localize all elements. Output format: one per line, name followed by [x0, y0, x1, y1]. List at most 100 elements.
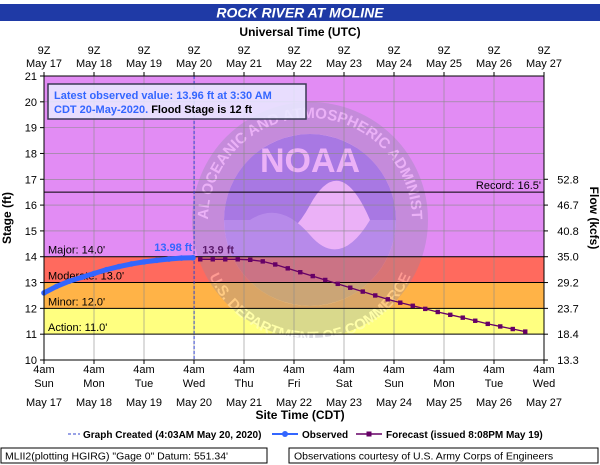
utc-tick-hour: 9Z [188, 45, 201, 57]
observed-point [78, 274, 85, 281]
site-tick-time: 4am [483, 364, 504, 376]
observed-point [53, 283, 60, 290]
forecast-point [385, 297, 390, 302]
observed-point [66, 278, 72, 285]
site-tick-date: May 21 [226, 397, 262, 409]
stage-tick-label: 11 [26, 329, 37, 341]
forecast-point [285, 266, 290, 271]
utc-tick-date: May 25 [426, 58, 462, 70]
threshold-label: Action: 11.0' [48, 322, 107, 334]
stage-tick-label: 13 [25, 278, 37, 290]
forecast-point [523, 329, 528, 334]
forecast-point [510, 326, 515, 332]
utc-tick-hour: 9Z [238, 45, 251, 57]
forecast-point [273, 262, 278, 267]
site-tick-day: Tue [485, 378, 504, 390]
latest-value-line2: CDT 20-May-2020. Flood Stage is 12 ft [54, 104, 252, 116]
chart-title: ROCK RIVER AT MOLINE [216, 5, 384, 21]
forecast-point [310, 273, 315, 279]
site-tick-time: 4am [133, 364, 154, 376]
observed-point [116, 263, 122, 270]
title-banner [0, 4, 600, 21]
observed-point [128, 261, 135, 267]
utc-tick-date: May 23 [326, 58, 362, 70]
point-labels: 13.98 ft 13.9 ft [154, 242, 234, 256]
utc-tick-hour: 9Z [288, 45, 301, 57]
forecast-point [448, 312, 453, 318]
site-tick-day: Thu [235, 378, 254, 390]
site-tick-time: 4am [433, 364, 454, 376]
site-tick-date: May 18 [76, 397, 112, 409]
stage-tick-label: 20 [25, 97, 37, 109]
stage-tick-label: 10 [25, 355, 37, 367]
utc-tick-hour: 9Z [338, 45, 351, 57]
observed-point [91, 270, 97, 277]
site-tick-date: May 27 [526, 397, 562, 409]
forecast-point [398, 300, 403, 305]
footer-credit-box [288, 447, 599, 464]
legend-forecast-marker [366, 431, 372, 437]
forecast-point [435, 309, 440, 315]
utc-tick-hour: 9Z [138, 45, 151, 57]
site-time-axis-title: Site Time (CDT) [255, 408, 344, 422]
site-tick-day: Mon [83, 378, 104, 390]
utc-tick-date: May 22 [276, 58, 312, 70]
stage-tick-label: 21 [25, 71, 37, 83]
stage-tick-label: 12 [25, 303, 37, 315]
site-tick-date: May 19 [126, 397, 162, 409]
site-tick-time: 4am [83, 364, 104, 376]
forecast-point [248, 257, 253, 263]
observed-point [103, 266, 110, 273]
forecast-point [373, 293, 378, 298]
site-tick-date: May 17 [26, 397, 62, 409]
threshold-label: Major: 14.0' [48, 245, 105, 257]
watermark-logo-text: NOAA [260, 142, 360, 180]
site-time-tick-labels: 4am Sun May 17 4am Mon May 18 4am Tue May 19 4am W… [26, 360, 562, 409]
utc-tick-hour: 9Z [388, 45, 401, 57]
site-tick-date: May 25 [426, 397, 462, 409]
site-tick-time: 4am [333, 364, 354, 376]
flow-tick-label: 35.0 [557, 252, 578, 264]
watermark-outer-ring [192, 102, 428, 338]
utc-tick-hour: 9Z [88, 45, 101, 57]
site-tick-time: 4am [533, 364, 554, 376]
utc-tick-date: May 17 [26, 58, 62, 70]
site-tick-time: 4am [33, 364, 54, 376]
footer-datum-box [0, 447, 268, 464]
flow-axis-title: Flow (kcfs) [587, 187, 600, 250]
forecast-point [335, 281, 340, 287]
utc-tick-hour: 9Z [438, 45, 451, 57]
stage-tick-label: 19 [25, 123, 37, 135]
site-tick-day: Sun [384, 378, 404, 390]
flow-tick-label: 23.7 [557, 303, 578, 315]
site-tick-day: Sun [34, 378, 54, 390]
site-tick-date: May 24 [376, 397, 412, 409]
utc-tick-hour: 9Z [38, 45, 51, 57]
forecast-point [223, 257, 228, 262]
site-tick-time: 4am [183, 364, 204, 376]
observed-point [190, 254, 196, 261]
utc-tick-date: May 26 [476, 58, 512, 70]
flow-tick-label: 46.7 [557, 200, 578, 212]
site-tick-day: Wed [533, 378, 555, 390]
forecast-series [198, 257, 528, 334]
observed-point [153, 257, 160, 264]
flow-tick-label: 18.4 [557, 329, 578, 341]
utc-tick-date: May 21 [226, 58, 262, 70]
site-tick-date: May 22 [276, 397, 312, 409]
latest-value-box-frame [47, 83, 307, 120]
forecast-start-label: 13.9 ft [202, 244, 234, 256]
footer-credit: Observations courtesy of U.S. Army Corps… [294, 451, 553, 463]
observed-peak-label: 13.98 ft [154, 242, 192, 254]
stage-axis: 10 11 12 13 14 15 16 17 18 19 20 21 [25, 71, 44, 367]
legend: Graph Created (4:03AM May 20, 2020) Obse… [68, 430, 543, 441]
latest-value-line1: Latest observed value: 13.96 ft at 3:30 … [54, 90, 272, 102]
site-tick-day: Sat [336, 378, 353, 390]
forecast-point [235, 257, 240, 262]
latest-value-box: Latest observed value: 13.96 ft at 3:30 … [47, 83, 307, 120]
utc-tick-date: May 18 [76, 58, 112, 70]
flow-tick-label: 52.8 [557, 174, 578, 186]
flow-axis: 13.3 18.4 23.7 29.2 35.0 40.8 46.7 52.8 [544, 174, 579, 367]
utc-tick-hour: 9Z [488, 45, 501, 57]
threshold-label: Minor: 12.0' [48, 296, 105, 308]
